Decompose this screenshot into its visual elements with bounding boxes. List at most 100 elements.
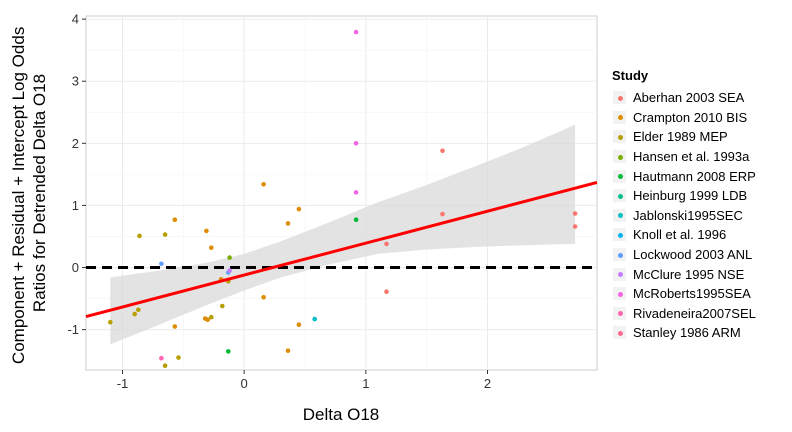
data-point [220,303,225,309]
legend-label: McRoberts1995SEA [633,286,751,302]
legend-item: McRoberts1995SEA [612,284,788,304]
y-tick-label: -1 [67,322,79,337]
data-point [162,363,168,369]
data-point [296,322,302,328]
y-tick-label: 0 [72,260,79,275]
data-point [172,324,178,329]
data-point [285,348,291,354]
legend-items: Aberhan 2003 SEA Crampton 2010 BIS Elder 1… [612,88,788,343]
data-point [353,141,359,146]
data-point [353,29,359,35]
data-point [137,233,142,239]
legend-item: McClure 1995 NSE [612,264,788,284]
data-point [285,221,291,226]
confidence-band [110,124,576,345]
legend-item: Knoll et al. 1996 [612,225,788,245]
legend-label: Knoll et al. 1996 [633,227,727,243]
legend-key [612,109,627,125]
legend-dot [617,193,623,199]
x-tick-label: 1 [362,376,369,391]
legend-key [612,149,627,165]
data-point [209,245,214,250]
legend-label: Hansen et al. 1993a [633,149,750,165]
legend-key [612,325,627,341]
data-point [159,261,164,267]
legend-item: Rivadeneira2007SEL [612,304,788,324]
legend-label: Hautmann 2008 ERP [633,168,756,184]
legend: Study Aberhan 2003 SEA Crampton 2010 BIS E… [612,68,788,343]
data-point [209,314,214,320]
data-point [572,224,578,229]
legend-label: Lockwood 2003 ANL [633,247,753,263]
x-axis-ticks: -1 0 1 2 [117,370,491,391]
legend-dot [617,95,623,101]
data-point [440,148,445,154]
legend-label: Aberhan 2003 SEA [633,90,745,106]
legend-item: Jablonski1995SEC [612,206,788,226]
legend-label: Jablonski1995SEC [633,207,743,223]
data-point [353,190,359,195]
legend-label: Crampton 2010 BIS [633,109,748,125]
data-point [108,319,113,325]
legend-item: Stanley 1986 ARM [612,323,788,343]
data-point [132,311,137,317]
legend-label: Rivadeneira2007SEL [633,305,756,321]
legend-item: Heinburg 1999 LDB [612,186,788,206]
legend-dot [617,174,623,180]
legend-item: Aberhan 2003 SEA [612,88,788,108]
legend-key [612,227,627,243]
data-point [572,211,578,216]
legend-dot [617,154,623,160]
legend-label: McClure 1995 NSE [633,266,745,282]
data-point [227,255,232,260]
legend-dot [617,232,623,238]
y-axis-label: Component + Residual + Intercept Log Odd… [9,22,49,364]
data-point [172,217,178,222]
data-point [205,317,210,323]
data-point [176,355,181,360]
x-tick-label: -1 [117,376,129,391]
data-point [136,307,141,313]
legend-key [612,286,627,302]
legend-key [612,90,627,106]
legend-label: Heinburg 1999 LDB [633,188,748,204]
y-tick-label: 4 [72,12,79,27]
data-point [204,228,209,234]
data-point [312,316,318,322]
y-tick-label: 3 [72,74,79,89]
data-point [261,295,266,300]
data-point [227,268,232,273]
legend-dot [617,115,623,121]
x-axis-label: Delta O18 [303,405,380,424]
data-point [226,349,231,354]
data-point [353,217,359,222]
legend-dot [617,134,623,140]
legend-key [612,168,627,184]
data-point [440,211,445,217]
legend-key [612,207,627,223]
legend-label: Elder 1989 MEP [633,129,728,145]
fit-line [85,180,598,319]
y-axis-label-line-2: Ratios for Detrended Delta O18 [30,74,49,312]
y-tick-label: 1 [72,198,79,213]
legend-dot [617,252,623,258]
regression-line [85,180,598,319]
legend-dot [617,311,623,317]
data-point [159,355,164,361]
legend-dot [617,330,623,336]
legend-key [612,188,627,204]
legend-dot [617,272,623,278]
legend-key [612,129,627,145]
data-point [261,182,266,187]
legend-item: Elder 1989 MEP [612,127,788,147]
confidence-band-area [110,124,576,345]
legend-key [612,266,627,282]
y-tick-label: 2 [72,136,79,151]
legend-label: Stanley 1986 ARM [633,325,741,341]
data-point [384,289,389,295]
x-tick-label: 2 [484,376,491,391]
data-points [108,29,578,369]
legend-item: Hansen et al. 1993a [612,147,788,167]
